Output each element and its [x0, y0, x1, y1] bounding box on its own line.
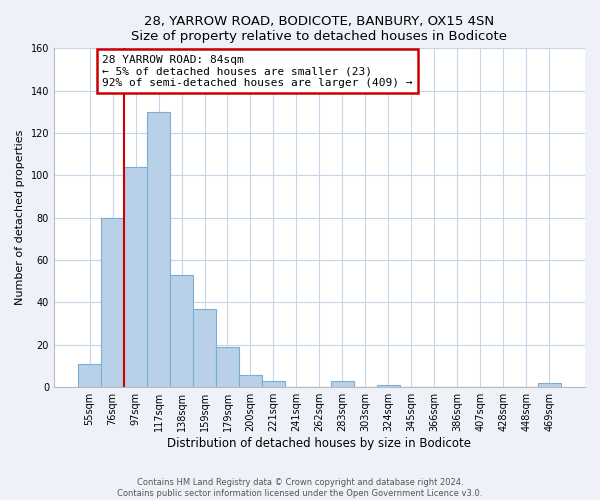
Bar — [170, 275, 193, 387]
Title: 28, YARROW ROAD, BODICOTE, BANBURY, OX15 4SN
Size of property relative to detach: 28, YARROW ROAD, BODICOTE, BANBURY, OX15… — [131, 15, 508, 43]
Bar — [331, 381, 354, 387]
Y-axis label: Number of detached properties: Number of detached properties — [15, 130, 25, 306]
X-axis label: Distribution of detached houses by size in Bodicote: Distribution of detached houses by size … — [167, 437, 472, 450]
Bar — [239, 374, 262, 387]
Bar — [216, 347, 239, 387]
Bar — [262, 381, 285, 387]
Text: 28 YARROW ROAD: 84sqm
← 5% of detached houses are smaller (23)
92% of semi-detac: 28 YARROW ROAD: 84sqm ← 5% of detached h… — [102, 54, 413, 88]
Bar — [193, 309, 216, 387]
Bar — [147, 112, 170, 387]
Bar — [124, 167, 147, 387]
Bar — [101, 218, 124, 387]
Bar — [78, 364, 101, 387]
Bar — [377, 385, 400, 387]
Text: Contains HM Land Registry data © Crown copyright and database right 2024.
Contai: Contains HM Land Registry data © Crown c… — [118, 478, 482, 498]
Bar — [538, 383, 561, 387]
